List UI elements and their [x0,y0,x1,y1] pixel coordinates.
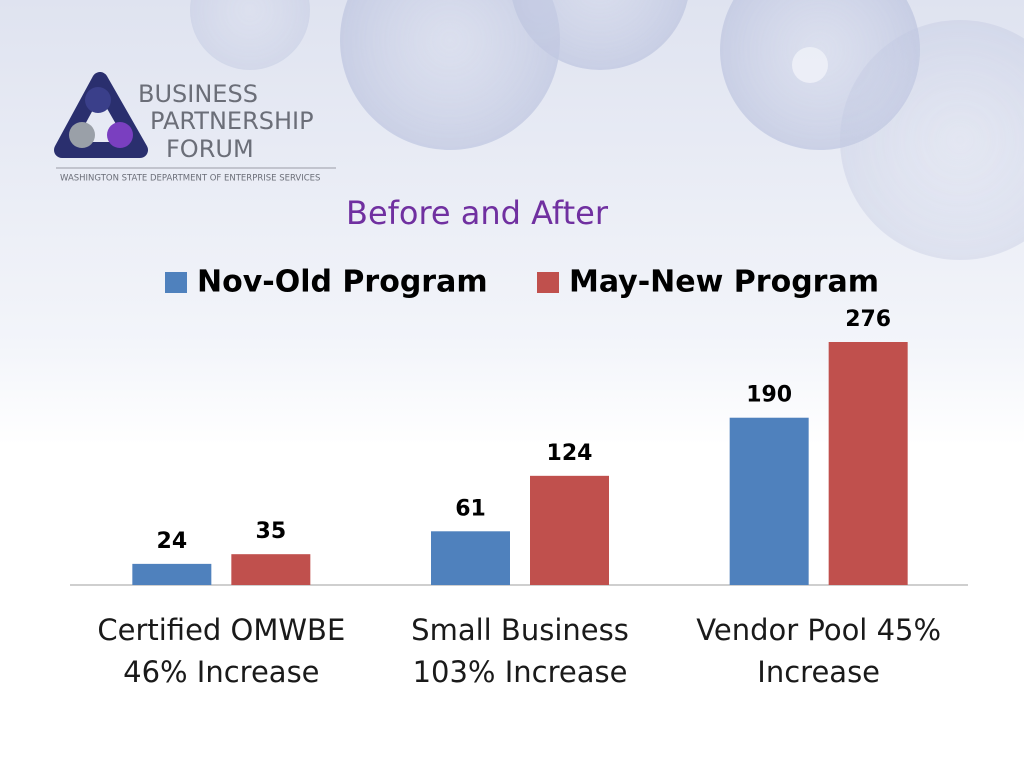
value-label: 61 [455,496,486,521]
logo-line: PARTNERSHIP [150,107,314,135]
legend-label: May-New Program [569,265,879,300]
chart-title: Before and After [346,194,609,232]
logo: BUSINESS PARTNERSHIP FORUM WASHINGTON ST… [54,72,336,184]
logo-line: FORUM [166,135,254,163]
value-label: 24 [157,529,188,554]
x-tick-label: 46% Increase [123,655,319,689]
legend-label: Nov-Old Program [197,265,488,300]
x-tick-label: Vendor Pool 45% [696,613,941,647]
logo-line: BUSINESS [138,80,258,108]
bar [828,342,908,585]
decorative-bubbles [190,0,1024,260]
value-label: 276 [845,307,891,332]
legend-swatch [165,272,187,293]
x-tick-label: Small Business [411,613,629,647]
legend-swatch [537,272,559,293]
bar [431,531,510,585]
bar [530,475,609,585]
value-label: 190 [746,383,792,408]
value-label: 35 [256,519,287,544]
bar [231,554,311,585]
x-tick-label: 103% Increase [413,655,628,689]
x-tick-label: Increase [757,655,880,689]
x-tick-label: Certified OMWBE [97,613,345,647]
value-label: 124 [547,441,593,466]
bar [729,417,809,585]
bar [132,563,212,585]
logo-tagline: WASHINGTON STATE DEPARTMENT OF ENTERPRIS… [60,174,320,184]
